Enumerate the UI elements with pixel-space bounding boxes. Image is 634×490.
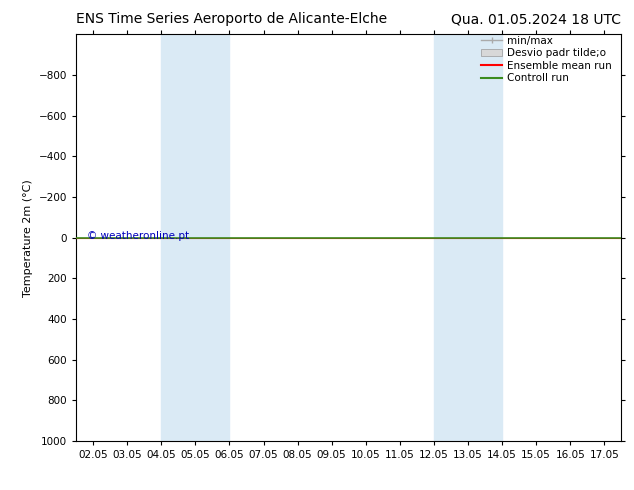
Text: Qua. 01.05.2024 18 UTC: Qua. 01.05.2024 18 UTC [451,12,621,26]
Bar [161,34,230,441]
Legend: min/max, Desvio padr tilde;o, Ensemble mean run, Controll run: min/max, Desvio padr tilde;o, Ensemble m… [477,31,616,88]
Text: © weatheronline.pt: © weatheronline.pt [87,231,189,241]
Y-axis label: Temperature 2m (°C): Temperature 2m (°C) [23,179,33,296]
Bar [434,34,502,441]
Text: ENS Time Series Aeroporto de Alicante-Elche: ENS Time Series Aeroporto de Alicante-El… [76,12,387,26]
